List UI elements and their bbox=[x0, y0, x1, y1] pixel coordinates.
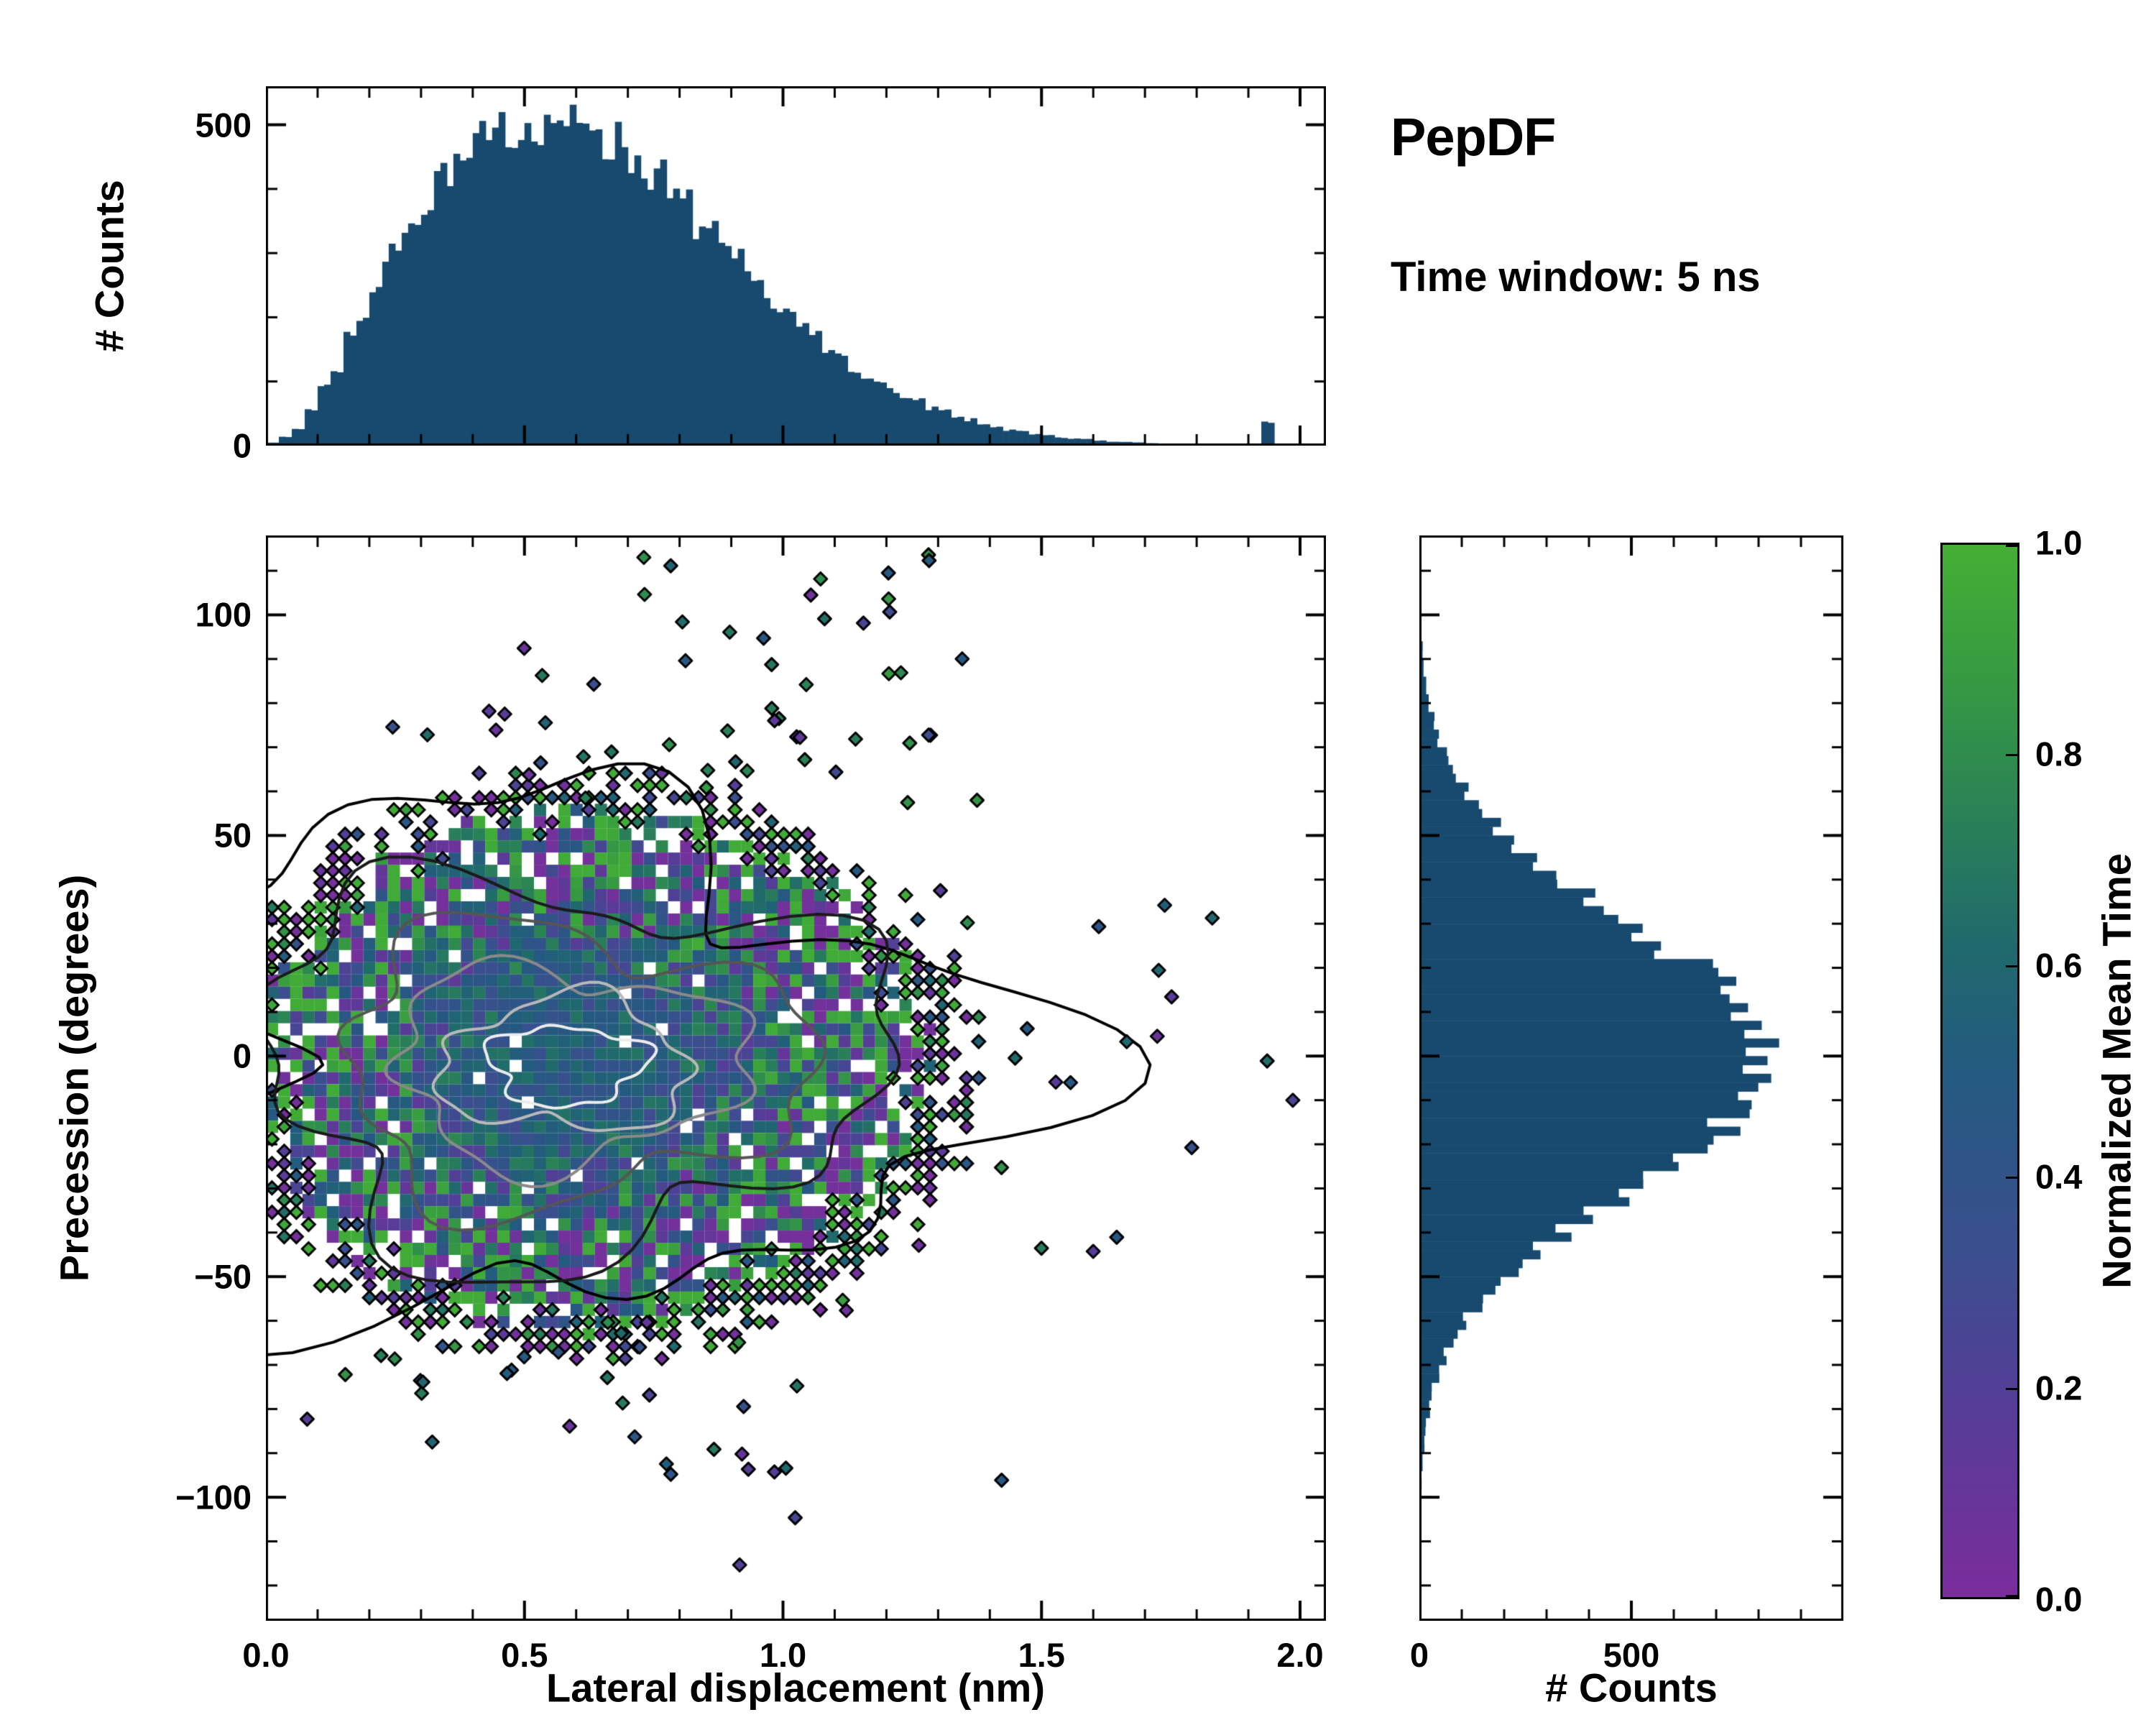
top-histogram-ytick-label: 0 bbox=[232, 426, 252, 465]
colorbar-gradient bbox=[1943, 545, 2017, 1597]
colorbar-tick-label: 0.8 bbox=[2035, 735, 2083, 773]
colorbar-tick-label: 0.2 bbox=[2035, 1368, 2083, 1407]
top-histogram-ylabel: # Counts bbox=[86, 180, 132, 352]
main-xtick-label: 2.0 bbox=[1276, 1636, 1324, 1674]
right-histogram-xlabel: # Counts bbox=[1545, 1665, 1718, 1711]
main-ytick-label: −100 bbox=[175, 1478, 252, 1517]
colorbar-tick-label: 1.0 bbox=[2035, 523, 2083, 562]
top-histogram-ytick-label: 500 bbox=[195, 106, 252, 144]
colorbar-label: Normalized Mean Time bbox=[2093, 853, 2139, 1289]
top-histogram-canvas bbox=[266, 86, 1326, 446]
main-ytick-label: −50 bbox=[194, 1257, 252, 1296]
right-histogram-xtick-label: 0 bbox=[1409, 1636, 1429, 1674]
main-ylabel: Precession (degrees) bbox=[51, 874, 97, 1282]
main-xtick-label: 1.5 bbox=[1018, 1636, 1065, 1674]
right-histogram-xtick-label: 500 bbox=[1603, 1636, 1660, 1674]
colorbar-tick-mark bbox=[2006, 1595, 2017, 1597]
joint-heatmap-canvas bbox=[266, 535, 1326, 1621]
colorbar-tick-label: 0.0 bbox=[2035, 1580, 2083, 1619]
main-xtick-label: 1.0 bbox=[759, 1636, 807, 1674]
colorbar-tick-mark bbox=[2006, 545, 2017, 547]
colorbar-tick-label: 0.6 bbox=[2035, 946, 2083, 985]
main-ytick-label: 50 bbox=[213, 816, 252, 855]
colorbar-tick-mark bbox=[2006, 965, 2017, 967]
main-xtick-label: 0.0 bbox=[242, 1636, 290, 1674]
main-xlabel: Lateral displacement (nm) bbox=[546, 1665, 1045, 1711]
main-xtick-label: 0.5 bbox=[501, 1636, 548, 1674]
colorbar-tick-mark bbox=[2006, 1388, 2017, 1390]
figure-title: PepDF bbox=[1391, 107, 1556, 167]
right-histogram-canvas bbox=[1419, 535, 1843, 1621]
colorbar bbox=[1940, 543, 2019, 1599]
main-ytick-label: 100 bbox=[195, 595, 252, 634]
figure-subtitle: Time window: 5 ns bbox=[1391, 254, 1761, 300]
colorbar-tick-mark bbox=[2006, 1177, 2017, 1179]
main-ytick-label: 0 bbox=[232, 1036, 252, 1075]
colorbar-tick-mark bbox=[2006, 754, 2017, 756]
colorbar-tick-label: 0.4 bbox=[2035, 1157, 2083, 1196]
